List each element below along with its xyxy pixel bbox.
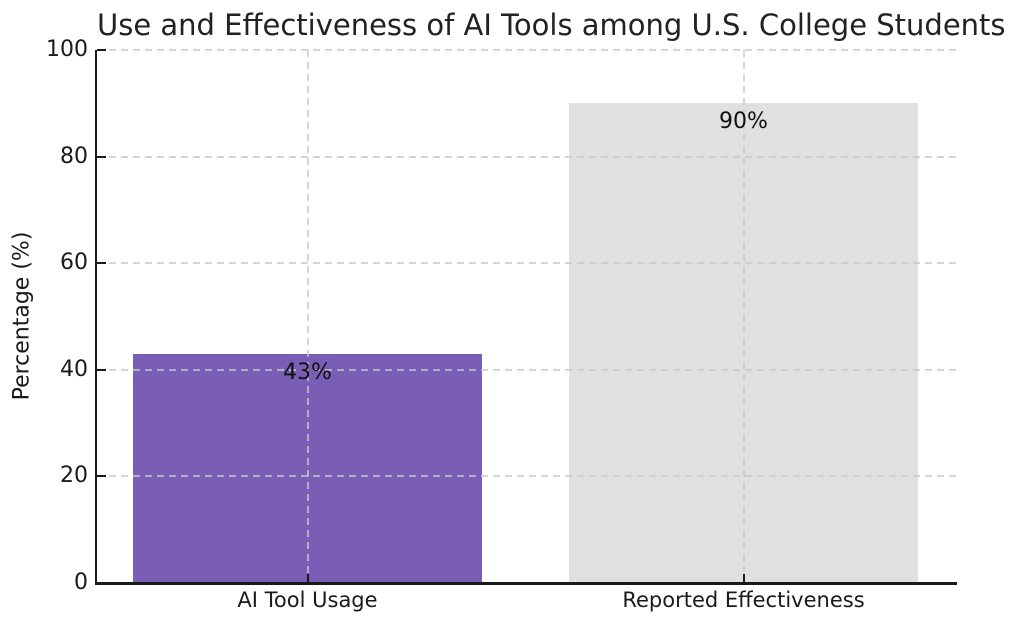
gridline-vertical-reported-effectiveness xyxy=(742,50,745,583)
y-tick-label-80: 80 xyxy=(60,143,88,169)
plot-area: 43% 90% xyxy=(97,49,957,584)
x-axis-spine xyxy=(95,582,957,585)
y-tick-mark-80 xyxy=(97,155,106,158)
x-tick-mark-ai-tool-usage xyxy=(306,574,309,583)
y-tick-mark-100 xyxy=(97,49,106,51)
x-tick-mark-reported-effectiveness xyxy=(742,574,745,583)
y-tick-label-40: 40 xyxy=(60,356,88,382)
gridline-horizontal-80 xyxy=(97,155,957,158)
chart-title: Use and Effectiveness of AI Tools among … xyxy=(97,8,1006,42)
x-tick-label-ai-tool-usage: AI Tool Usage xyxy=(237,588,378,612)
bar-value-label-reported-effectiveness: 90% xyxy=(719,109,768,135)
y-tick-label-60: 60 xyxy=(60,250,88,276)
y-tick-label-20: 20 xyxy=(60,463,88,489)
gridline-horizontal-100 xyxy=(97,49,957,51)
gridline-horizontal-60 xyxy=(97,262,957,265)
gridline-horizontal-40 xyxy=(97,368,957,371)
y-tick-label-0: 0 xyxy=(74,570,88,595)
y-tick-label-100: 100 xyxy=(46,37,88,62)
gridline-horizontal-20 xyxy=(97,475,957,478)
y-tick-mark-20 xyxy=(97,475,106,478)
bar-value-label-ai-tool-usage: 43% xyxy=(283,359,332,385)
y-axis-spine xyxy=(95,50,97,585)
gridline-vertical-ai-tool-usage xyxy=(306,50,309,583)
y-tick-mark-40 xyxy=(97,368,106,371)
x-tick-label-reported-effectiveness: Reported Effectiveness xyxy=(622,588,865,612)
y-tick-mark-60 xyxy=(97,262,106,265)
